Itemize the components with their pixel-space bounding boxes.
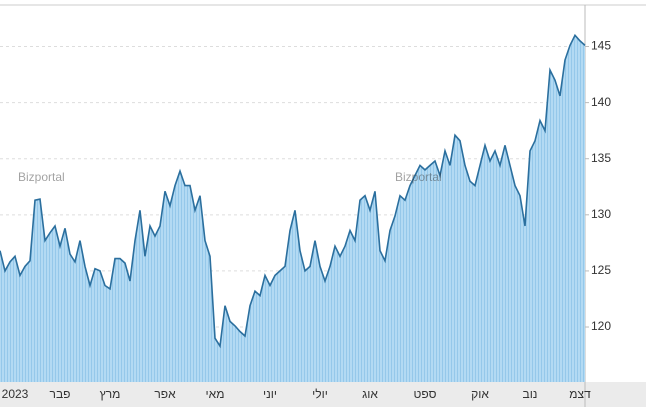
- x-tick-label: יולי: [312, 387, 328, 401]
- x-tick-label: אוג: [362, 387, 378, 401]
- x-tick-label: מרץ: [100, 387, 121, 401]
- x-tick-label: מאי: [206, 387, 225, 401]
- x-tick-label: יוני: [263, 387, 277, 401]
- line: [0, 33, 586, 349]
- y-tick-label: 145: [591, 39, 611, 53]
- watermark: Bizportal: [18, 170, 65, 184]
- y-tick-label: 130: [591, 207, 611, 221]
- x-tick-label: דצמ: [569, 387, 591, 401]
- y-tick-label: 140: [591, 95, 611, 109]
- x-tick-label: אוק: [471, 387, 489, 401]
- x-tick-label: נוב: [523, 387, 538, 401]
- x-tick-label: ספט: [414, 387, 437, 401]
- x-tick-label: פבר: [50, 387, 71, 401]
- x-tick-label: אפר: [154, 387, 176, 401]
- x-axis-band: [0, 382, 646, 407]
- x-tick-label: 2023: [2, 387, 29, 401]
- watermark: Bizportal: [395, 170, 442, 184]
- area: [0, 35, 585, 383]
- y-tick-label: 120: [591, 319, 611, 333]
- y-tick-label: 135: [591, 151, 611, 165]
- y-tick-label: 125: [591, 263, 611, 277]
